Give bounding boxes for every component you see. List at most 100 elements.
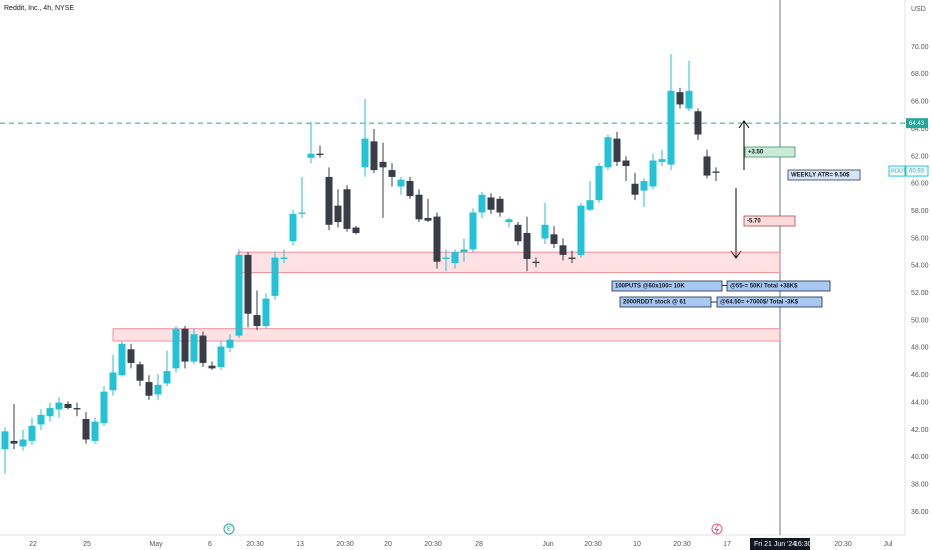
x-tick-label: 17	[723, 541, 731, 548]
candle-body	[559, 245, 567, 255]
candle-body	[361, 138, 369, 168]
y-tick-label: 36.00	[911, 509, 929, 516]
candle-body	[91, 421, 99, 441]
candle-body	[451, 252, 459, 264]
candle-body	[703, 156, 711, 176]
candle-body	[298, 212, 306, 214]
x-tick-label: 20:30	[246, 541, 264, 548]
dividend-icon-bolt	[714, 524, 719, 534]
candle-body	[325, 176, 333, 225]
y-tick-label: 56.00	[911, 235, 929, 242]
x-tick-label: 28	[475, 541, 483, 548]
candle-body	[577, 205, 585, 255]
x-tick-label: 20:30	[834, 541, 852, 548]
arrow-down	[730, 188, 742, 259]
note-box	[787, 169, 861, 181]
note-text: @55-= 50K/ Total +38K$	[730, 284, 798, 290]
candle-body	[181, 328, 189, 362]
candle-body	[595, 165, 603, 201]
x-tick-label: 13	[296, 541, 304, 548]
candle-body	[280, 257, 288, 259]
y-tick-label: 46.00	[911, 372, 929, 379]
y-tick-label: 62.00	[911, 153, 929, 160]
zone	[112, 328, 781, 342]
y-tick-label: 40.00	[911, 454, 929, 461]
candle-body	[640, 181, 648, 191]
candle-body	[226, 339, 234, 348]
candle-body	[667, 90, 675, 165]
note-text: WEEKLY ATR= 9.50$	[791, 173, 850, 179]
candle-body	[532, 261, 540, 264]
crosshair-time: 16:30	[794, 541, 812, 548]
candle-body	[397, 179, 405, 187]
candle-body	[271, 257, 279, 296]
candle-body	[370, 141, 378, 171]
candle-body	[172, 328, 180, 369]
candle-body	[586, 200, 594, 210]
candle-body	[127, 349, 135, 363]
candle-body	[46, 408, 54, 417]
note-box	[744, 146, 796, 158]
candle-body	[604, 137, 612, 168]
candle-body	[163, 371, 171, 384]
hline-label: 64.43	[909, 121, 925, 127]
candle-body	[406, 181, 414, 197]
zone	[237, 251, 781, 274]
x-tick-label: May	[149, 541, 163, 548]
candle-body	[424, 217, 432, 221]
candle-body	[352, 227, 360, 233]
candle-body	[73, 408, 81, 410]
candle-body	[262, 298, 270, 326]
candle-body	[694, 111, 702, 135]
candle-body	[199, 335, 207, 363]
y-tick-label: 38.00	[911, 481, 929, 488]
note-text: 100PUTS @60x100= 10K	[615, 284, 685, 290]
currency: USD	[911, 6, 926, 13]
chart-title: Reddit, Inc., 4h, NYSE	[4, 5, 74, 12]
candle-body	[388, 170, 396, 177]
candle-body	[307, 153, 315, 158]
y-tick-label: 42.00	[911, 427, 929, 434]
candle-body	[19, 439, 27, 447]
y-tick-label: 44.00	[911, 399, 929, 406]
candle-body	[316, 153, 324, 156]
x-tick-label: 10	[633, 541, 641, 548]
candle-body	[28, 425, 36, 441]
candle-body	[343, 189, 351, 229]
arrow-up	[738, 120, 750, 170]
crosshair-date: Fri 21 Jun '24	[754, 541, 796, 548]
y-tick-label: 48.00	[911, 345, 929, 352]
candle-body	[658, 159, 666, 162]
candle-body	[145, 382, 153, 396]
candle-body	[82, 419, 90, 440]
y-tick-label: 64.00	[911, 126, 929, 133]
candle-body	[217, 346, 225, 368]
candle-body	[235, 254, 243, 336]
note-box	[726, 280, 831, 292]
connector	[711, 285, 727, 303]
earnings-icon-text: E	[227, 527, 231, 533]
candle-body	[1, 431, 9, 450]
candle-body	[100, 391, 108, 424]
x-tick-label: Jul	[884, 541, 893, 548]
price-tag-label: 60.93	[909, 169, 925, 175]
candle-body	[55, 402, 63, 410]
y-tick-label: 70.00	[911, 44, 929, 51]
note-box	[716, 296, 823, 308]
hline-label-bg	[906, 118, 928, 129]
candle-body	[568, 257, 576, 259]
candle-body	[379, 161, 387, 168]
x-tick-label: 6	[208, 541, 212, 548]
x-tick-label: 20	[384, 541, 392, 548]
candle-body	[109, 372, 117, 391]
candle-body	[514, 224, 522, 242]
candle-body	[550, 234, 558, 244]
y-tick-label: 52.00	[911, 290, 929, 297]
x-tick-label: 20:30	[424, 541, 442, 548]
candle-body	[442, 257, 450, 259]
candle-body	[469, 212, 477, 250]
candle-body	[478, 194, 486, 213]
earnings-icon[interactable]	[223, 523, 235, 535]
crosshair-label-bg	[750, 538, 810, 550]
